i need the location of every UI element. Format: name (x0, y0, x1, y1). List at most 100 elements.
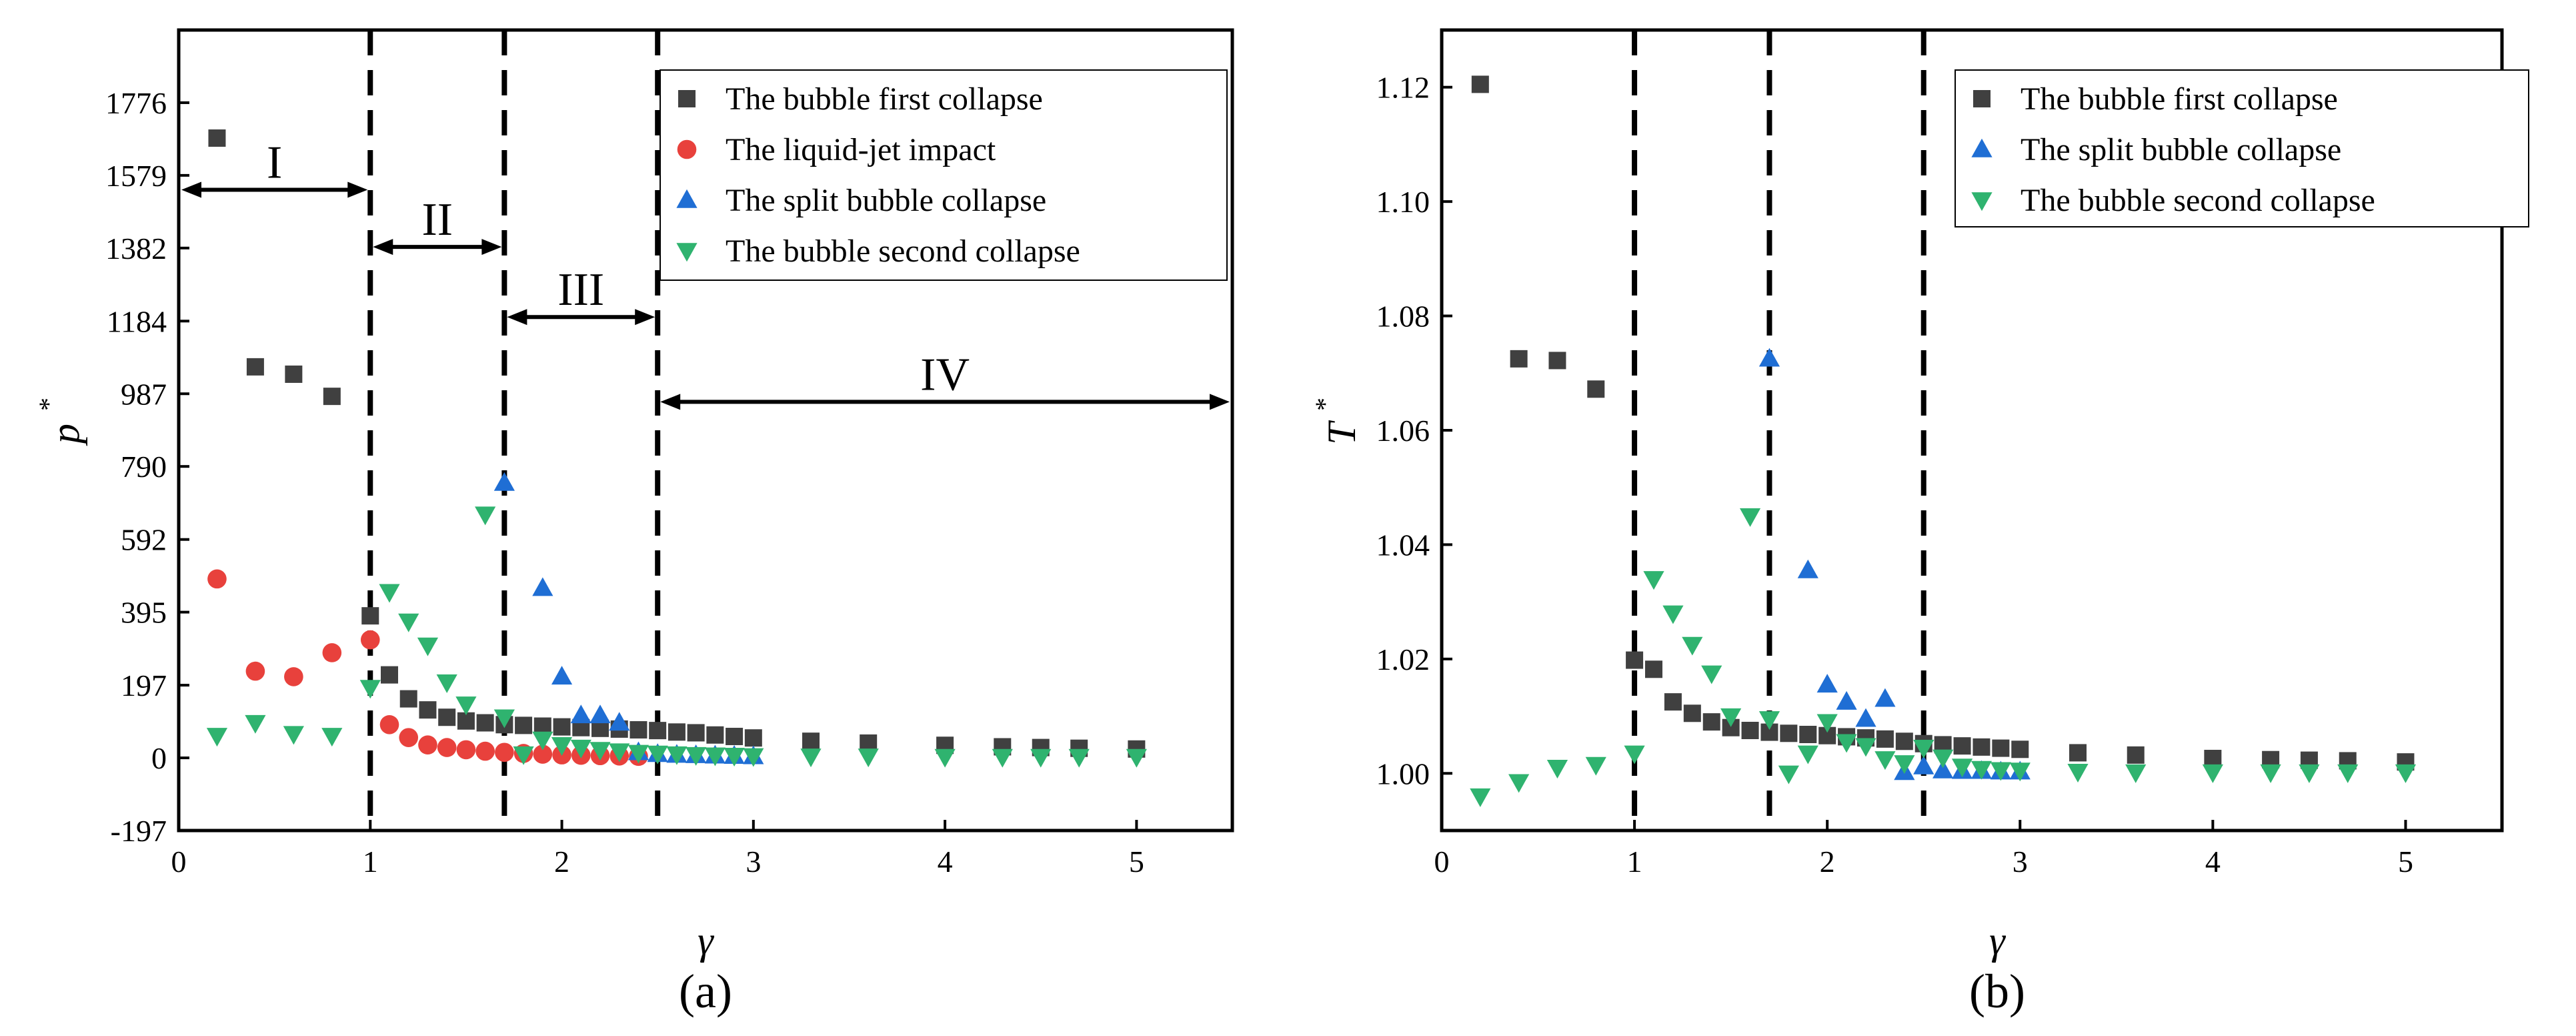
data-point (399, 690, 417, 708)
y-tick-label: 1.10 (1376, 185, 1430, 219)
data-point (800, 748, 822, 768)
data-point (1855, 738, 1876, 757)
data-point (381, 666, 398, 684)
chart-panel-a: 0 1 2 3 4 5-197019739559279098711841382157917… (33, 28, 1234, 1018)
data-point (1780, 724, 1798, 742)
data-point (419, 701, 437, 719)
region-arrow-head (660, 394, 681, 410)
x-tick-label: 4 (938, 845, 953, 879)
y-axis-label-a: p * (33, 398, 87, 446)
data-points-a (206, 129, 1147, 768)
data-point (858, 748, 879, 768)
data-point (2009, 762, 2031, 782)
data-point (2395, 764, 2417, 783)
data-point (1546, 760, 1568, 779)
data-point (361, 607, 379, 625)
data-point (246, 358, 264, 376)
region-arrow-head (373, 239, 393, 255)
region-label: II (422, 194, 453, 245)
y-tick-label: 1.04 (1376, 528, 1430, 562)
data-point (493, 709, 515, 728)
data-point (284, 667, 303, 686)
data-point (1836, 734, 1857, 753)
data-point (1816, 674, 1838, 693)
data-point (1643, 571, 1664, 590)
legend-label: The split bubble collapse (726, 183, 1046, 218)
data-point (1855, 708, 1876, 727)
data-point (1876, 730, 1894, 748)
data-point (609, 712, 630, 731)
data-point (704, 747, 726, 766)
data-points-b (1470, 75, 2417, 807)
data-point (456, 740, 476, 760)
data-point (1471, 75, 1489, 93)
data-point (1126, 748, 1147, 768)
data-point (475, 506, 496, 526)
y-tick-label: 395 (121, 596, 167, 630)
region-label: III (557, 264, 604, 316)
y-tick-label: 0 (151, 741, 167, 775)
y-tick-label: 592 (121, 523, 167, 557)
legend-label: The bubble second collapse (2021, 183, 2375, 218)
data-point (285, 365, 303, 383)
data-point (744, 729, 762, 747)
y-axis-label-sup-a: * (33, 398, 63, 411)
legend-b: The bubble first collapse The split bubbl… (1955, 69, 2529, 227)
data-point (1797, 745, 1818, 764)
data-point (2127, 746, 2145, 764)
data-point (1895, 732, 1913, 750)
data-point (533, 744, 553, 764)
y-tick-label: 1579 (105, 159, 167, 193)
data-point (1913, 740, 1935, 758)
legend-marker (1971, 138, 1993, 157)
x-tick-label: 5 (2398, 845, 2413, 879)
panel-label-a: (a) (679, 965, 732, 1018)
x-tick-label: 1 (1627, 845, 1642, 879)
data-point (1585, 756, 1606, 776)
data-point (1933, 749, 1954, 768)
data-point (743, 748, 764, 767)
data-point (1874, 751, 1896, 770)
x-tick-label: 1 (363, 845, 378, 879)
y-tick-label: 790 (121, 450, 167, 484)
data-point (589, 704, 611, 724)
region-arrow-head (347, 181, 368, 198)
data-point (245, 661, 265, 681)
y-tick-label: 1.00 (1376, 756, 1430, 791)
data-point (553, 718, 571, 736)
legend-marker (1971, 192, 1993, 211)
data-point (551, 737, 573, 756)
data-point (570, 704, 591, 724)
x-tick-label: 5 (1129, 845, 1144, 879)
data-point (1836, 690, 1857, 710)
data-point (2260, 764, 2281, 783)
x-tick-label: 2 (1820, 845, 1835, 879)
data-point (2069, 744, 2087, 762)
data-point (399, 728, 419, 747)
data-point (724, 748, 745, 766)
x-tick-label: 3 (2013, 845, 2028, 879)
region-arrow-head (507, 309, 527, 326)
y-tick-label: 1.12 (1376, 71, 1430, 105)
data-point (418, 735, 437, 755)
data-point (1030, 748, 1052, 768)
data-point (1068, 748, 1090, 768)
legend-marker (1973, 90, 1991, 107)
data-point (1874, 688, 1896, 707)
data-point (2202, 764, 2223, 783)
data-point (1702, 713, 1720, 731)
data-point (323, 388, 341, 406)
x-tick-label: 4 (2205, 845, 2221, 879)
data-point (398, 613, 419, 632)
data-point (532, 731, 553, 750)
y-tick-label: 1.08 (1376, 300, 1430, 334)
x-tick-label: 0 (1434, 845, 1450, 879)
data-point (1470, 788, 1491, 807)
data-point (1624, 745, 1645, 764)
data-point (687, 724, 705, 742)
legend-a: The bubble first collapse The liquid-jet … (660, 69, 1228, 281)
y-tick-label: 987 (121, 377, 167, 411)
data-point (1682, 636, 1703, 656)
y-tick-label: 197 (121, 668, 167, 702)
y-tick-label: 1382 (105, 231, 167, 266)
